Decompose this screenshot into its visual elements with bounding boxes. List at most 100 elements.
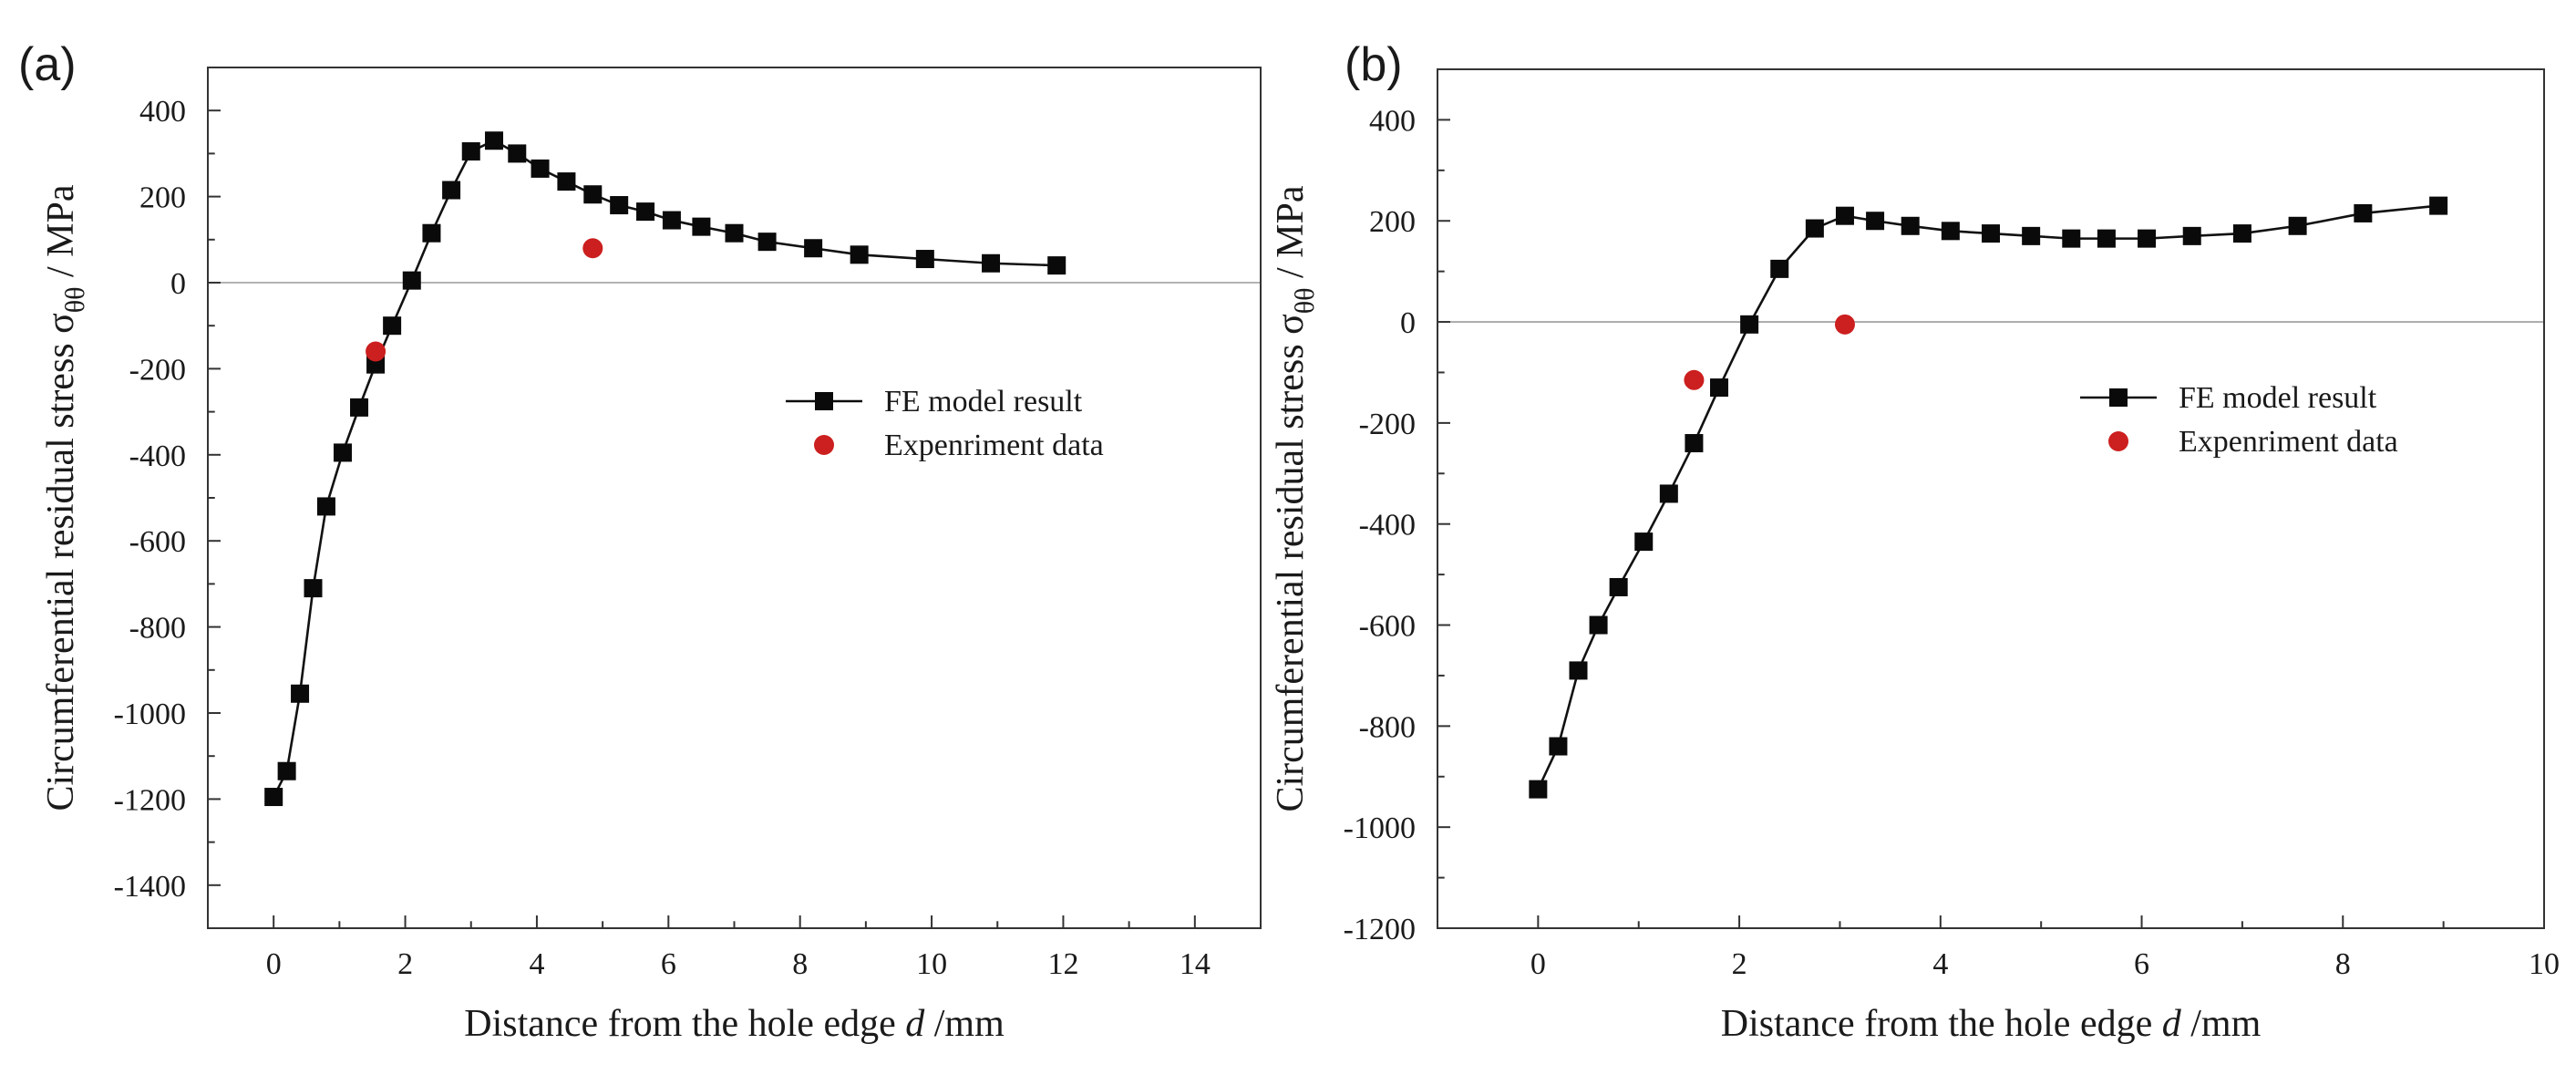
fe-data-point (304, 579, 323, 598)
y-axis-title-main: Circumferential residual stress σ (40, 313, 82, 811)
fe-data-point (1047, 256, 1066, 275)
plot-frame (207, 67, 1262, 929)
y-axis-title-suffix: / MPa (1270, 185, 1312, 287)
series-fe-model-result (264, 131, 1066, 807)
fe-data-point (1982, 224, 2000, 243)
fe-data-point (531, 159, 550, 178)
fe-data-point (350, 398, 369, 417)
fe-data-point (333, 443, 352, 462)
y-axis-title: Circumferential residual stress σθθ / MP… (1270, 185, 1320, 811)
y-tick-label: -800 (1359, 710, 1416, 744)
fe-data-point (461, 142, 480, 161)
x-tick-label: 6 (2134, 947, 2149, 981)
fe-data-point (2138, 229, 2157, 248)
fe-data-point (2097, 229, 2116, 248)
x-axis-title-suffix: /mm (2181, 1003, 2262, 1045)
legend-label: Expenriment data (884, 429, 1104, 462)
x-tick-label: 8 (792, 947, 808, 981)
fe-data-point (1609, 577, 1628, 596)
y-tick-label: -1000 (114, 698, 186, 731)
fe-data-point (1835, 206, 1854, 225)
fe-data-point (804, 239, 823, 258)
y-tick-label: 200 (139, 181, 186, 215)
x-axis-title-variable: d (2162, 1003, 2182, 1045)
y-tick-label: -1000 (1344, 811, 1416, 845)
fe-data-point (1710, 378, 1729, 398)
panel-a: (a) 400 200 0 -200 -400 -600 -800 -1000 -1200 -140… (18, 38, 1262, 1045)
legend-square-marker (815, 392, 833, 410)
fe-data-point (1740, 315, 1759, 334)
legend-square-marker (2109, 388, 2128, 407)
fe-data-point (1770, 259, 1789, 278)
fe-data-point (1866, 212, 1885, 231)
fe-data-point (1549, 737, 1568, 756)
y-axis-title-main: Circumferential residual stress σ (1270, 314, 1312, 811)
x-tick-label: 2 (1732, 947, 1747, 981)
series-fe-model-result (1529, 196, 2448, 799)
fe-data-point (1589, 615, 1608, 635)
x-axis-title-variable: d (905, 1003, 925, 1045)
fe-data-point (692, 217, 711, 236)
fe-data-point (662, 211, 681, 230)
experiment-data-point (1834, 314, 1855, 335)
y-tick-label: 0 (1400, 306, 1416, 340)
y-tick-label: -1400 (114, 870, 186, 904)
experiment-data-point (582, 238, 603, 259)
y-tick-label: -600 (129, 525, 186, 559)
fe-data-point (1569, 661, 1588, 680)
fe-data-point (291, 684, 310, 703)
fe-data-point (442, 181, 461, 200)
y-tick-label: -200 (129, 353, 186, 387)
fe-data-point (610, 196, 629, 215)
fe-data-point (485, 131, 504, 150)
x-axis-title: Distance from the hole edge d /mm (1721, 1003, 2262, 1045)
y-axis-title: Circumferential residual stress σθθ / MP… (40, 184, 90, 811)
y-tick-label: -1200 (114, 783, 186, 817)
fe-data-point (422, 223, 441, 243)
panel-b: (b) 400 200 0 -200 -400 -600 -800 -1000 -1200 0 2 4 6… (1270, 38, 2560, 1045)
fe-data-point (850, 245, 869, 264)
fe-data-point (316, 497, 335, 516)
fe-data-point (1901, 216, 1920, 235)
fe-data-point (1685, 434, 1704, 453)
x-tick-label: 4 (1932, 947, 1948, 981)
fe-data-point (2062, 229, 2081, 248)
series-experiment-data (1684, 314, 1855, 390)
fe-data-point (264, 788, 283, 807)
fe-data-point (2232, 224, 2251, 243)
y-tick-label: -1200 (1344, 913, 1416, 946)
series-line (273, 139, 1057, 798)
fe-data-point (757, 233, 777, 252)
y-tick-label: 200 (1369, 205, 1416, 239)
legend-entry: Expenriment data (2108, 425, 2398, 459)
y-tick-label: -800 (129, 612, 186, 646)
x-tick-label: 0 (266, 947, 282, 981)
legend-label: FE model result (884, 385, 1083, 419)
legend-circle-marker (814, 435, 834, 455)
x-tick-label: 10 (2529, 947, 2560, 981)
x-axis-title-prefix: Distance from the hole edge (1721, 1003, 2162, 1045)
y-tick-label: 0 (170, 267, 186, 301)
fe-data-point (725, 223, 744, 243)
y-axis-title-subscript: θθ (1290, 287, 1320, 314)
y-tick-label: -400 (129, 439, 186, 473)
fe-data-point (2288, 216, 2307, 235)
legend-label: Expenriment data (2179, 425, 2398, 459)
fe-data-point (982, 253, 1001, 273)
fe-data-point (2022, 226, 2041, 245)
fe-data-point (557, 172, 576, 191)
fe-data-point (508, 144, 527, 163)
experiment-data-point (366, 341, 386, 362)
x-tick-label: 2 (397, 947, 413, 981)
panel-label: (b) (1345, 38, 1403, 91)
plot-frame (1437, 68, 2545, 929)
fe-data-point (2182, 226, 2201, 245)
y-tick-label: -200 (1359, 408, 1416, 441)
legend-entry: FE model result (2080, 381, 2377, 415)
experiment-data-point (1684, 369, 1705, 390)
x-tick-label: 6 (661, 947, 676, 981)
fe-data-point (1634, 532, 1654, 552)
x-tick-label: 0 (1530, 947, 1546, 981)
fe-data-point (1805, 219, 1824, 238)
